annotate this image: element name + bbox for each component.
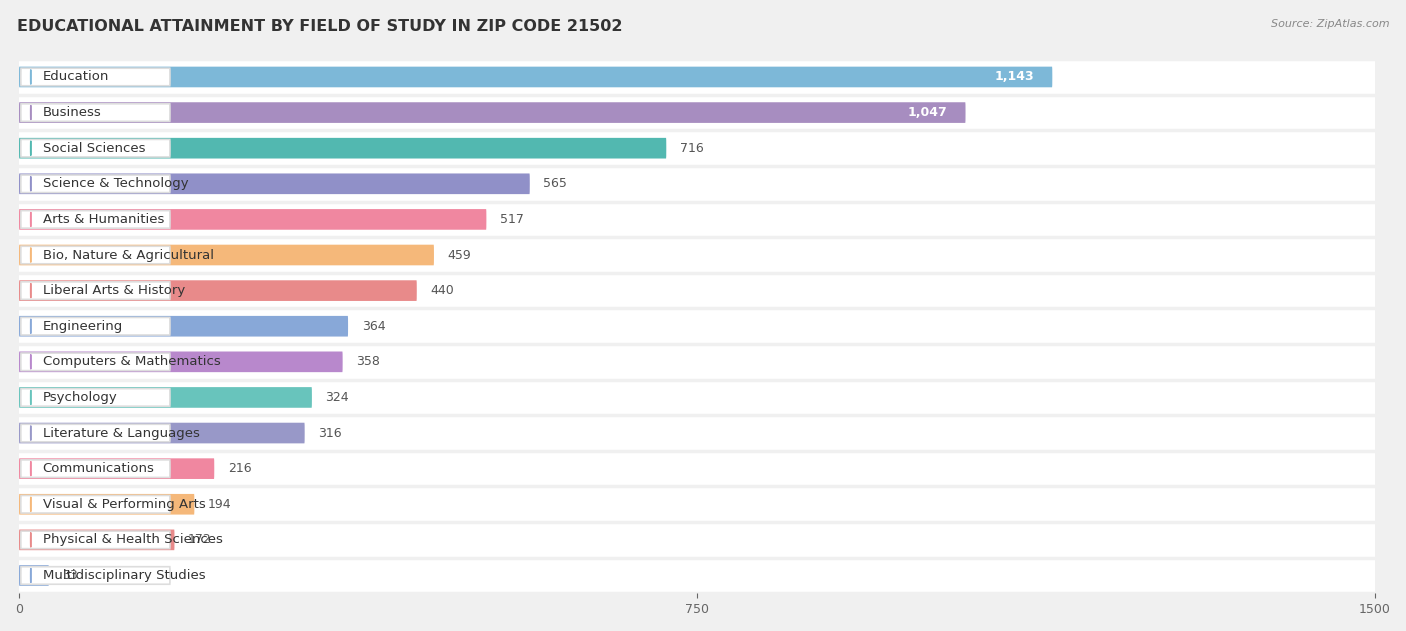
Text: 358: 358: [356, 355, 380, 369]
Text: 517: 517: [501, 213, 524, 226]
FancyBboxPatch shape: [21, 317, 170, 335]
FancyBboxPatch shape: [21, 211, 170, 228]
FancyBboxPatch shape: [20, 67, 1052, 87]
FancyBboxPatch shape: [20, 423, 305, 444]
Text: Visual & Performing Arts: Visual & Performing Arts: [42, 498, 205, 510]
FancyBboxPatch shape: [20, 494, 194, 515]
FancyBboxPatch shape: [20, 237, 1375, 273]
FancyBboxPatch shape: [20, 209, 486, 230]
Text: Engineering: Engineering: [42, 320, 122, 333]
Text: 216: 216: [228, 462, 252, 475]
FancyBboxPatch shape: [20, 166, 1375, 201]
FancyBboxPatch shape: [20, 280, 416, 301]
FancyBboxPatch shape: [21, 389, 170, 406]
FancyBboxPatch shape: [21, 495, 170, 513]
Text: 1,143: 1,143: [994, 71, 1035, 83]
Text: 459: 459: [447, 249, 471, 261]
Text: 1,047: 1,047: [908, 106, 948, 119]
Text: 324: 324: [325, 391, 349, 404]
FancyBboxPatch shape: [21, 246, 170, 264]
Text: 33: 33: [62, 569, 79, 582]
FancyBboxPatch shape: [20, 458, 214, 479]
Text: 364: 364: [361, 320, 385, 333]
FancyBboxPatch shape: [21, 531, 170, 548]
Text: Multidisciplinary Studies: Multidisciplinary Studies: [42, 569, 205, 582]
FancyBboxPatch shape: [20, 59, 1375, 95]
Text: 172: 172: [188, 533, 212, 546]
FancyBboxPatch shape: [21, 139, 170, 157]
Text: Literature & Languages: Literature & Languages: [42, 427, 200, 440]
FancyBboxPatch shape: [21, 353, 170, 370]
Text: Communications: Communications: [42, 462, 155, 475]
FancyBboxPatch shape: [20, 344, 1375, 380]
FancyBboxPatch shape: [20, 273, 1375, 309]
FancyBboxPatch shape: [21, 104, 170, 121]
Text: 316: 316: [318, 427, 342, 440]
Text: Business: Business: [42, 106, 101, 119]
FancyBboxPatch shape: [20, 131, 1375, 166]
Text: Physical & Health Sciences: Physical & Health Sciences: [42, 533, 222, 546]
Text: Psychology: Psychology: [42, 391, 117, 404]
FancyBboxPatch shape: [21, 567, 170, 584]
FancyBboxPatch shape: [20, 487, 1375, 522]
FancyBboxPatch shape: [20, 415, 1375, 451]
FancyBboxPatch shape: [20, 558, 1375, 593]
FancyBboxPatch shape: [21, 460, 170, 478]
FancyBboxPatch shape: [20, 380, 1375, 415]
FancyBboxPatch shape: [20, 522, 1375, 558]
FancyBboxPatch shape: [20, 309, 1375, 344]
FancyBboxPatch shape: [21, 68, 170, 86]
Text: 565: 565: [543, 177, 567, 191]
Text: Arts & Humanities: Arts & Humanities: [42, 213, 165, 226]
Text: 716: 716: [681, 142, 703, 155]
Text: Education: Education: [42, 71, 108, 83]
FancyBboxPatch shape: [20, 245, 434, 266]
Text: Source: ZipAtlas.com: Source: ZipAtlas.com: [1271, 19, 1389, 29]
Text: Science & Technology: Science & Technology: [42, 177, 188, 191]
Text: Computers & Mathematics: Computers & Mathematics: [42, 355, 221, 369]
FancyBboxPatch shape: [20, 316, 349, 336]
Text: EDUCATIONAL ATTAINMENT BY FIELD OF STUDY IN ZIP CODE 21502: EDUCATIONAL ATTAINMENT BY FIELD OF STUDY…: [17, 19, 623, 34]
FancyBboxPatch shape: [20, 387, 312, 408]
FancyBboxPatch shape: [21, 424, 170, 442]
FancyBboxPatch shape: [20, 102, 966, 123]
Text: Bio, Nature & Agricultural: Bio, Nature & Agricultural: [42, 249, 214, 261]
Text: Liberal Arts & History: Liberal Arts & History: [42, 284, 184, 297]
FancyBboxPatch shape: [20, 201, 1375, 237]
Text: 440: 440: [430, 284, 454, 297]
FancyBboxPatch shape: [20, 529, 174, 550]
FancyBboxPatch shape: [20, 138, 666, 158]
FancyBboxPatch shape: [20, 351, 343, 372]
FancyBboxPatch shape: [20, 565, 49, 586]
FancyBboxPatch shape: [21, 282, 170, 299]
Text: Social Sciences: Social Sciences: [42, 142, 145, 155]
FancyBboxPatch shape: [20, 451, 1375, 487]
Text: 194: 194: [208, 498, 232, 510]
FancyBboxPatch shape: [20, 95, 1375, 131]
FancyBboxPatch shape: [21, 175, 170, 192]
FancyBboxPatch shape: [20, 174, 530, 194]
